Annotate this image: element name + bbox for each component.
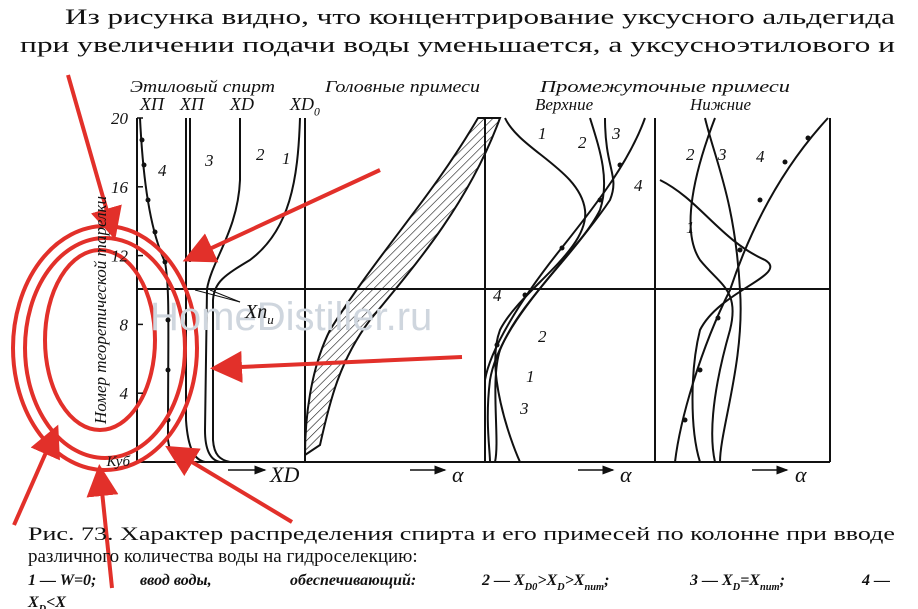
caption-line: Рис. 73. Характер распределения спирта и… <box>28 524 895 545</box>
curve-number: 4 <box>634 176 643 195</box>
caption-line: различного количества воды на гидроселек… <box>28 546 418 567</box>
formula-text: X <box>179 94 192 114</box>
formula-text: ; <box>604 572 609 589</box>
formula-subscript: D <box>556 582 565 593</box>
legend-item: XD<X <box>27 594 66 609</box>
formula-text: 3 — X <box>689 572 733 589</box>
x-axis-label: α <box>795 462 807 487</box>
y-tick-label: 8 <box>120 315 129 334</box>
formula-text: обеспечивающий: <box>290 572 416 589</box>
x-axis-label: α <box>620 462 632 487</box>
curve-number: 1 <box>282 149 291 168</box>
y-tick-label: 20 <box>111 109 129 128</box>
legend-item: 3 — XD=Xпит; <box>689 572 785 593</box>
formula-text: >X <box>565 572 585 589</box>
subgroup-header: Нижние <box>689 95 752 114</box>
x-axis-label: α <box>452 462 464 487</box>
group-header: Промежуточные примеси <box>539 77 790 96</box>
group-header: Головные примеси <box>324 77 480 96</box>
formula-subscript: пит <box>584 582 604 593</box>
subgroup-header: Верхние <box>535 95 594 114</box>
formula-text: α <box>795 462 807 487</box>
formula-text: 2 — X <box>481 572 525 589</box>
formula-subscript: D <box>38 604 47 609</box>
curve-number: 1 <box>538 124 547 143</box>
formula-subscript: и <box>267 312 274 327</box>
watermark: HomeDistiller.ru <box>150 295 432 339</box>
curve-number: 3 <box>204 151 214 170</box>
formula-subscript: D0 <box>524 582 539 593</box>
column-label: XD <box>229 94 254 114</box>
formula-text: D <box>282 462 299 487</box>
column-label: XD0 <box>289 94 320 118</box>
lower-intermediate-curves <box>659 117 829 463</box>
y-tick-label: 12 <box>111 247 129 266</box>
formula-text: П <box>190 94 205 114</box>
column-label: XП <box>139 94 165 114</box>
paragraph-line: Из рисунка видно, что концентрирование у… <box>65 4 895 29</box>
formula-text: α <box>620 462 632 487</box>
formula-text: 4 — <box>861 572 890 589</box>
red-annotations <box>11 74 463 589</box>
formula-text: D <box>240 94 254 114</box>
curve-number: 2 <box>256 145 265 164</box>
curve-number: 2 <box>538 327 547 346</box>
legend-item: 2 — XD0>XD>Xпит; <box>481 572 609 593</box>
formula-text: =X <box>740 572 760 589</box>
formula-text: X <box>289 94 302 114</box>
curve-number: 3 <box>611 124 621 143</box>
formula-subscript: D <box>732 582 741 593</box>
y-axis-label: Номер теоретической тарелки <box>91 196 110 425</box>
curve-number: 3 <box>717 145 727 164</box>
curve-number: 2 <box>578 133 587 152</box>
y-bottom-label: Куб <box>105 454 130 470</box>
head-impurities-band <box>303 117 502 457</box>
y-tick-label: 4 <box>120 384 129 403</box>
paragraph-line: при увеличении подачи воды уменьшается, … <box>20 32 895 57</box>
formula-text: ; <box>780 572 785 589</box>
formula-text: 1 — W=0; <box>28 572 96 589</box>
curve-number: 2 <box>686 145 695 164</box>
formula-text: п <box>257 301 267 323</box>
upper-intermediate-curves <box>484 117 646 463</box>
formula-text: α <box>452 462 464 487</box>
curve-number: 4 <box>756 147 765 166</box>
formula-text: D <box>300 94 314 114</box>
formula-text: П <box>150 94 165 114</box>
formula-text: X <box>139 94 152 114</box>
formula-text: <X <box>46 594 66 609</box>
feed-label: Xпи <box>244 301 274 327</box>
y-tick-label: 16 <box>111 178 129 197</box>
curve-number: 1 <box>686 218 695 237</box>
formula-text: X <box>229 94 242 114</box>
curve-number: 4 <box>493 286 502 305</box>
legend-item: 4 — <box>861 572 890 589</box>
formula-text: ввод воды, <box>140 572 212 589</box>
legend-item: ввод воды, <box>140 572 212 589</box>
formula-subscript: 0 <box>314 105 320 118</box>
formula-text: X <box>244 301 258 323</box>
formula-text: X <box>269 462 285 487</box>
curve-number: 1 <box>526 367 535 386</box>
formula-subscript: пит <box>760 582 780 593</box>
group-header: Этиловый спирт <box>130 77 275 96</box>
x-axis-label: XD <box>269 462 299 487</box>
curve-number: 3 <box>519 399 529 418</box>
formula-text: X <box>27 594 39 609</box>
formula-text: >X <box>537 572 557 589</box>
column-label: XП <box>179 94 205 114</box>
legend-item: обеспечивающий: <box>290 572 416 589</box>
curve-number: 4 <box>158 161 167 180</box>
legend-item: 1 — W=0; <box>28 572 96 589</box>
